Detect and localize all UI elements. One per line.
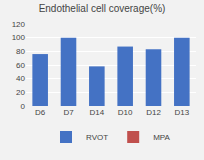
svg-text:0: 0 <box>21 102 26 111</box>
svg-text:Endothelial cell coverage(%): Endothelial cell coverage(%) <box>39 3 166 14</box>
svg-text:120: 120 <box>12 20 26 29</box>
svg-text:D7: D7 <box>63 108 74 117</box>
svg-text:100: 100 <box>12 33 26 42</box>
svg-text:MPA: MPA <box>153 133 170 142</box>
svg-text:D13: D13 <box>174 108 189 117</box>
svg-text:40: 40 <box>16 74 25 83</box>
svg-text:D14: D14 <box>89 108 104 117</box>
svg-text:D10: D10 <box>118 108 133 117</box>
svg-text:D6: D6 <box>35 108 46 117</box>
svg-text:RVOT: RVOT <box>86 133 108 142</box>
svg-text:20: 20 <box>16 88 25 97</box>
svg-text:80: 80 <box>16 47 25 56</box>
svg-text:D12: D12 <box>146 108 161 117</box>
svg-text:60: 60 <box>16 61 25 70</box>
